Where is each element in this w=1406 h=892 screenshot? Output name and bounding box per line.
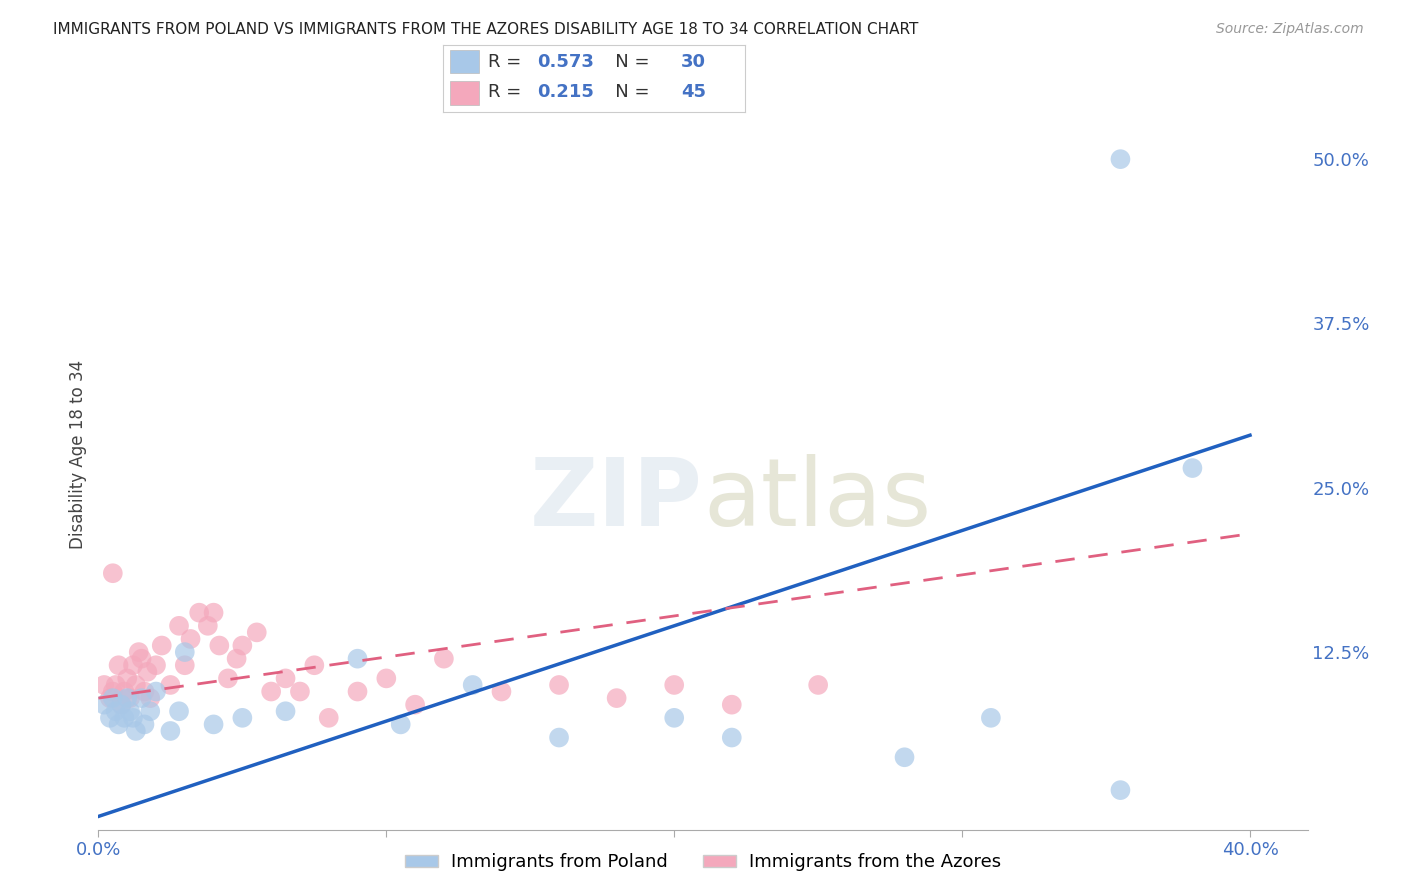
Point (664, 711, 686, 725)
Point (112, 684, 135, 698)
Point (104, 704, 127, 718)
Point (375, 672, 398, 686)
Point (246, 625, 269, 640)
Text: N =: N = (598, 53, 655, 70)
Point (173, 645, 195, 659)
Point (491, 684, 513, 698)
Point (720, 731, 742, 745)
Point (167, 619, 190, 633)
Point (120, 691, 142, 706)
Point (104, 678, 127, 692)
Point (128, 645, 150, 659)
Point (274, 704, 297, 718)
Point (318, 711, 340, 725)
Point (231, 639, 253, 653)
Point (93, 678, 115, 692)
Point (159, 678, 181, 692)
Text: R =: R = (488, 53, 527, 70)
Text: IMMIGRANTS FROM POLAND VS IMMIGRANTS FROM THE AZORES DISABILITY AGE 18 TO 34 COR: IMMIGRANTS FROM POLAND VS IMMIGRANTS FRO… (53, 22, 918, 37)
Point (389, 717, 412, 731)
Point (461, 678, 484, 692)
Text: 30: 30 (681, 53, 706, 70)
Text: 0.573: 0.573 (537, 53, 595, 70)
Point (807, 678, 830, 692)
Point (202, 606, 225, 620)
Point (548, 678, 571, 692)
Point (101, 684, 124, 698)
Point (110, 698, 132, 712)
Point (720, 698, 742, 712)
Point (304, 658, 326, 673)
Point (107, 717, 129, 731)
Point (202, 717, 225, 731)
FancyBboxPatch shape (450, 50, 479, 73)
Point (404, 698, 426, 712)
Point (548, 731, 571, 745)
Text: 0.215: 0.215 (537, 84, 595, 102)
Text: 45: 45 (681, 84, 706, 102)
Text: Source: ZipAtlas.com: Source: ZipAtlas.com (1216, 22, 1364, 37)
Point (260, 684, 283, 698)
Point (225, 651, 247, 665)
Point (110, 698, 132, 712)
Point (93, 698, 115, 712)
Point (606, 691, 628, 706)
Point (112, 711, 135, 725)
Text: atlas: atlas (703, 454, 931, 546)
Point (217, 672, 239, 686)
Point (1181, 461, 1204, 475)
Point (122, 658, 145, 673)
Point (433, 651, 456, 665)
Point (115, 691, 138, 706)
Point (101, 566, 124, 581)
Point (125, 678, 148, 692)
Point (134, 717, 156, 731)
Point (125, 723, 148, 738)
Point (139, 704, 162, 718)
Point (180, 632, 202, 646)
Point (98, 691, 121, 706)
Point (101, 691, 124, 706)
Point (346, 684, 368, 698)
Point (159, 723, 181, 738)
Point (346, 651, 368, 665)
Point (150, 639, 173, 653)
Point (145, 684, 167, 698)
Y-axis label: Disability Age 18 to 34: Disability Age 18 to 34 (69, 360, 87, 549)
Point (173, 658, 195, 673)
Point (288, 684, 311, 698)
FancyBboxPatch shape (450, 81, 479, 104)
Point (131, 691, 153, 706)
Point (167, 704, 190, 718)
Text: ZIP: ZIP (530, 454, 703, 546)
Point (131, 651, 153, 665)
Point (115, 672, 138, 686)
Point (208, 639, 231, 653)
Point (197, 619, 219, 633)
Point (136, 665, 159, 679)
Text: R =: R = (488, 84, 527, 102)
Point (139, 691, 162, 706)
Text: N =: N = (598, 84, 655, 102)
Point (134, 684, 156, 698)
Point (107, 658, 129, 673)
Point (664, 678, 686, 692)
Point (122, 711, 145, 725)
Point (893, 750, 915, 764)
Point (231, 711, 253, 725)
Point (145, 658, 167, 673)
Point (98, 711, 121, 725)
Point (980, 711, 1002, 725)
Point (1109, 783, 1132, 797)
Point (120, 704, 142, 718)
Point (1109, 152, 1132, 166)
Legend: Immigrants from Poland, Immigrants from the Azores: Immigrants from Poland, Immigrants from … (398, 847, 1008, 879)
Point (188, 606, 211, 620)
Point (274, 672, 297, 686)
